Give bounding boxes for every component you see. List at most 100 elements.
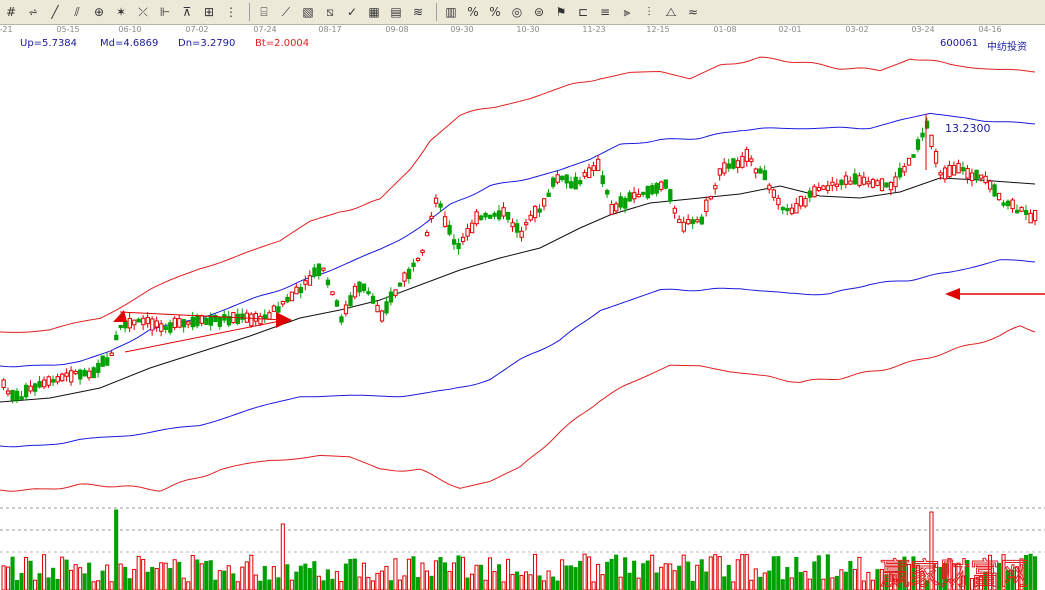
bars-icon[interactable]: ⫶ [647,5,651,19]
square-icon[interactable]: ▧ [302,5,314,19]
volume-bar [614,554,619,590]
candle-body [681,221,686,232]
volume-bar [465,577,470,590]
candle-body [321,267,326,271]
volume-bar [181,577,186,590]
volume-bar [379,570,384,590]
target-icon[interactable]: ⊕ [93,5,105,19]
volume-bar [118,563,123,590]
candle-body [821,185,826,190]
percent-slash-icon[interactable]: % [467,5,479,19]
volume-bar [204,560,209,590]
wave-icon[interactable]: ≈ [687,5,699,19]
cross-line-icon[interactable]: ⤫ [138,5,148,19]
candle-body [965,168,970,179]
box-icon[interactable]: ⊞ [203,5,215,19]
candle-body [708,196,713,200]
candle-body [641,191,646,195]
ray-icon[interactable]: ⟋ [281,5,291,19]
coin-icon[interactable]: ◎ [511,5,523,19]
lower-mid-band-line [0,259,1036,448]
volume-bar [627,572,632,590]
volume-bar [271,566,276,590]
trend-icon[interactable]: ⫸ [623,5,631,19]
candle-body [794,203,799,214]
candle-body [325,279,331,286]
volume-bar [177,561,182,590]
volume-bar [474,564,479,590]
grid-fine-icon[interactable]: ▤ [390,5,402,19]
candle-body [974,169,979,180]
candle-body [240,313,245,320]
percent-icon[interactable]: % [489,5,501,19]
parallel-icon[interactable]: ⫽ [74,5,80,19]
line-icon[interactable]: ╱ [51,5,59,19]
gann-fan-icon[interactable]: ✶ [115,5,127,19]
candle-body [298,287,304,294]
volume-bar [789,577,794,590]
candle-body [195,314,200,327]
stock-name: 中纺投资 [987,42,1027,53]
flag-icon[interactable]: ⚑ [555,5,567,19]
volume-bar [343,563,348,590]
candle-body [591,165,596,171]
md-value: Md=4.6869 [100,38,159,49]
diagonal-icon[interactable]: ⧅ [326,5,334,19]
rectangle-icon[interactable]: ⌸ [260,5,268,19]
candle-body [51,379,56,383]
candle-body [78,369,83,380]
toolbar-group: ▥%% ◎ ⊜ ⚑ ⊏ ≡ ⫸ ⫶ ⧍ ≈ [440,3,704,21]
volume-bar [821,578,826,590]
volume-bar [744,554,749,590]
table-icon[interactable]: ▦ [368,5,380,19]
volume-bar [478,564,484,590]
bt-value: Bt=2.0004 [255,38,310,49]
volume-bar [105,564,110,590]
volume-bar [406,558,411,590]
candle-body [582,172,587,177]
cursor-icon[interactable]: ⩫ [27,5,39,19]
price-chart[interactable]: 13.2300 赢家财富网 [0,52,1045,590]
candle-body [879,178,885,192]
volume-bar [623,557,628,590]
up-value: Up=5.7384 [20,38,78,49]
candle-body [478,215,484,220]
volume-bar [839,569,844,590]
money-icon[interactable]: ⊜ [533,5,545,19]
candle-body [91,367,96,379]
lower-band-line [0,325,1036,492]
volume-bar [677,565,682,590]
volume-bar [127,578,132,590]
candle-body [1001,202,1006,206]
candle-body [168,322,173,333]
volume-bar [298,565,303,590]
volume-bar [587,556,592,590]
mountain-icon[interactable]: ⧍ [665,5,677,19]
grid-icon[interactable]: # [5,5,17,19]
dots-icon[interactable]: ⋮ [225,5,237,19]
bar-chart-icon[interactable]: ▥ [445,5,457,19]
toolbar-group: ⌸ ⟋ ▧ ⧅ ✓ ▦ ▤ ≋ [253,3,429,21]
watermark-text: 赢家财富网 [880,557,1030,590]
volume-bar [213,579,218,590]
candle-body [258,315,263,325]
candle-body [460,236,466,242]
volume-bar [136,555,141,590]
date-tick-label: 03-02 [845,25,869,34]
check-icon[interactable]: ✓ [346,5,358,19]
volume-bar [415,577,421,590]
stripes-icon[interactable]: ≋ [412,5,424,19]
volume-bar [235,581,240,590]
candle-body [82,369,87,377]
volume-bar [650,554,655,590]
lines-icon[interactable]: ≡ [599,5,611,19]
volume-bar [361,562,366,590]
candle-body [722,162,727,174]
comparison-icon[interactable]: ⊏ [577,5,589,19]
date-tick-label: 10-30 [516,25,540,34]
volume-bar [69,569,74,590]
line-cut-icon[interactable]: ⊼ [182,5,192,19]
date-tick-label: 04-16 [978,25,1002,34]
candle-body [960,167,966,172]
channel-icon[interactable]: ⊩ [159,5,171,19]
